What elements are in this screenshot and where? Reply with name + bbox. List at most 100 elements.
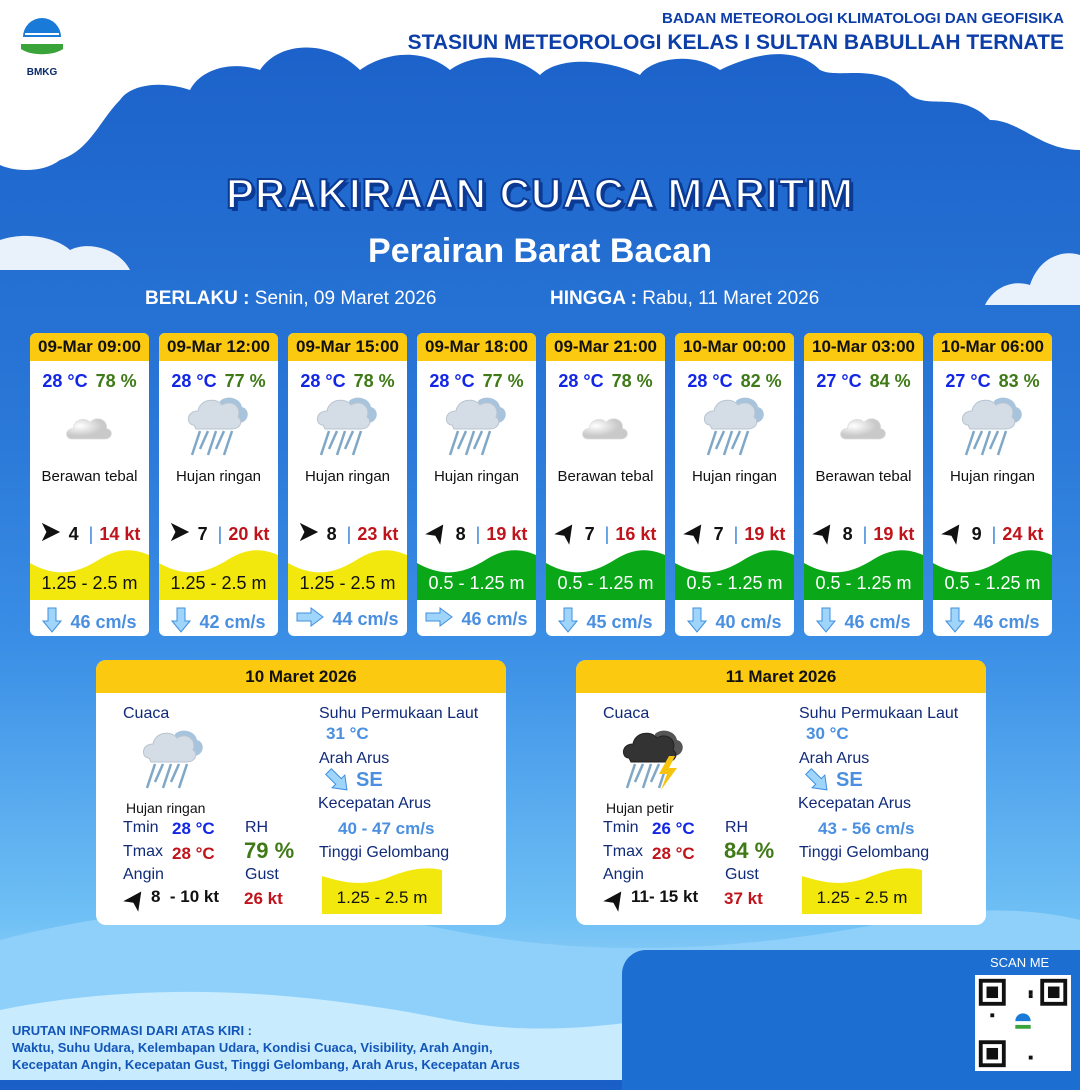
rh-label: RH — [245, 819, 269, 836]
page-title: PRAKIRAAN CUACA MARITIM — [225, 169, 855, 218]
wave-height-value: 1.25 - 2.5 m — [41, 573, 138, 593]
cuaca-label: Cuaca — [603, 705, 650, 722]
footer-line-2: Kecepatan Angin, Kecepatan Gust, Tinggi … — [12, 1057, 520, 1072]
current-speed: 46 cm/s — [461, 609, 528, 629]
wave-height: 1.25 - 2.5 m — [30, 547, 149, 600]
angin-value: 8 - 10 kt — [151, 887, 220, 906]
humidity: 78 % — [95, 371, 137, 391]
wind-direction-arrow-icon — [603, 888, 628, 915]
forecast-card: 10-Mar 00:00 28 °C 82 % Hujan ringan 7 | 19… — [675, 333, 794, 636]
wind-speed: 7 — [713, 524, 724, 544]
wave-height: 0.5 - 1.25 m — [546, 547, 665, 600]
rain-icon — [417, 392, 536, 464]
arah-arus-label: Arah Arus — [799, 750, 870, 767]
forecast-time: 10-Mar 06:00 — [933, 333, 1052, 361]
forecast-time: 09-Mar 21:00 — [546, 333, 665, 361]
current-direction-down-arrow-icon — [816, 607, 837, 636]
sst-value: 31 °C — [326, 724, 369, 743]
wave-height-value: 1.25 - 2.5 m — [336, 888, 428, 907]
wind-direction-arrow-icon — [168, 521, 192, 548]
cloud-icon — [546, 392, 665, 464]
forecast-card: 10-Mar 06:00 27 °C 83 % Hujan ringan 9 | 24… — [933, 333, 1052, 636]
rain-icon — [933, 392, 1052, 464]
wave-height-value: 1.25 - 2.5 m — [816, 888, 908, 907]
wave-height: 1.25 - 2.5 m — [322, 866, 442, 914]
wind-direction-arrow-icon — [940, 521, 966, 548]
wave-height: 1.25 - 2.5 m — [288, 547, 407, 600]
air-temperature: 28 °C — [171, 371, 217, 391]
wind-speed: 7 — [197, 524, 208, 544]
valid-from: BERLAKU : Senin, 09 Maret 2026 — [145, 288, 436, 310]
cloud-icon — [804, 392, 923, 464]
daily-summary-panel: 11 Maret 2026 Cuaca Hujan petir Tmin 26 … — [576, 660, 986, 925]
wave-height: 0.5 - 1.25 m — [804, 547, 923, 600]
cloud-icon — [30, 392, 149, 464]
valid-from-label: BERLAKU : — [145, 288, 250, 309]
weather-condition: Berawan tebal — [557, 468, 654, 485]
daily-condition: Hujan ringan — [126, 800, 206, 816]
forecast-time: 09-Mar 09:00 — [30, 333, 149, 361]
forecast-card: 09-Mar 09:00 28 °C 78 % Berawan tebal 4 | 1… — [30, 333, 149, 636]
forecast-card: 09-Mar 21:00 28 °C 78 % Berawan tebal 7 | 1… — [546, 333, 665, 636]
air-temperature: 28 °C — [429, 371, 475, 391]
angin-value: 11- 15 kt — [631, 887, 699, 906]
current-direction-down-arrow-icon — [171, 607, 192, 636]
wave-height-value: 0.5 - 1.25 m — [815, 573, 912, 593]
forecast-card: 09-Mar 12:00 28 °C 77 % Hujan ringan 7 | 20… — [159, 333, 278, 636]
forecast-time: 09-Mar 12:00 — [159, 333, 278, 361]
station-name: STASIUN METEOROLOGI KELAS I SULTAN BABUL… — [407, 31, 1064, 54]
current-direction-right-arrow-icon — [296, 607, 325, 632]
humidity: 77 % — [224, 371, 266, 391]
gust-speed: 23 kt — [357, 524, 399, 544]
kecepatan-arus-label: Kecepatan Arus — [798, 795, 911, 812]
wind-direction-arrow-icon — [39, 521, 63, 548]
scan-me-label: SCAN ME — [990, 955, 1050, 970]
forecast-time: 10-Mar 03:00 — [804, 333, 923, 361]
valid-to: HINGGA : Rabu, 11 Maret 2026 — [550, 288, 819, 310]
agency-header: BADAN METEOROLOGI KLIMATOLOGI DAN GEOFIS… — [408, 10, 1064, 55]
air-temperature: 28 °C — [558, 371, 604, 391]
wind-direction-arrow-icon — [682, 521, 708, 548]
wave-height-value: 0.5 - 1.25 m — [557, 573, 654, 593]
wind-speed: 4 — [68, 524, 79, 544]
wind-speed: 7 — [584, 524, 595, 544]
gust-speed: 19 kt — [873, 524, 915, 544]
humidity: 83 % — [998, 371, 1040, 391]
air-temperature: 28 °C — [300, 371, 346, 391]
humidity: 78 % — [611, 371, 653, 391]
weather-condition: Hujan ringan — [691, 468, 778, 485]
wind-direction-arrow-icon — [553, 521, 579, 548]
current-direction-down-arrow-icon — [687, 607, 708, 636]
wave-height: 0.5 - 1.25 m — [933, 547, 1052, 600]
wave-height: 0.5 - 1.25 m — [675, 547, 794, 600]
sst-value: 30 °C — [806, 724, 849, 743]
air-temperature: 27 °C — [816, 371, 862, 391]
footer-line-1: Waktu, Suhu Udara, Kelembapan Udara, Kon… — [12, 1040, 493, 1055]
tmin-label: Tmin — [603, 819, 639, 836]
rh-label: RH — [725, 819, 749, 836]
humidity: 78 % — [353, 371, 395, 391]
current-direction-down-arrow-icon — [945, 607, 966, 636]
logo-text: BMKG — [26, 67, 58, 78]
wave-label: Tinggi Gelombang — [319, 844, 450, 861]
cloud-right — [985, 253, 1080, 305]
rh-value: 84 % — [724, 838, 775, 863]
rh-value: 79 % — [244, 838, 295, 863]
current-speed: 46 cm/s — [844, 612, 911, 632]
current-speed: 46 cm/s — [973, 612, 1040, 632]
current-direction-se-arrow-icon — [797, 764, 834, 801]
wind-speed: 8 — [326, 524, 337, 544]
forecast-time: 10-Mar 00:00 — [675, 333, 794, 361]
sst-label: Suhu Permukaan Laut — [319, 705, 479, 722]
forecast-card: 09-Mar 18:00 28 °C 77 % Hujan ringan 8 | 19… — [417, 333, 536, 636]
angin-label: Angin — [603, 866, 644, 883]
current-speed: 45 cm/s — [586, 612, 653, 632]
qr-code[interactable] — [975, 975, 1071, 1071]
tmax-label: Tmax — [603, 843, 643, 860]
tmax-value: 28 °C — [172, 844, 215, 863]
forecast-time: 09-Mar 18:00 — [417, 333, 536, 361]
air-temperature: 28 °C — [687, 371, 733, 391]
gust-speed: 19 kt — [744, 524, 786, 544]
rain-icon — [141, 726, 207, 801]
gust-value: 37 kt — [724, 889, 763, 908]
